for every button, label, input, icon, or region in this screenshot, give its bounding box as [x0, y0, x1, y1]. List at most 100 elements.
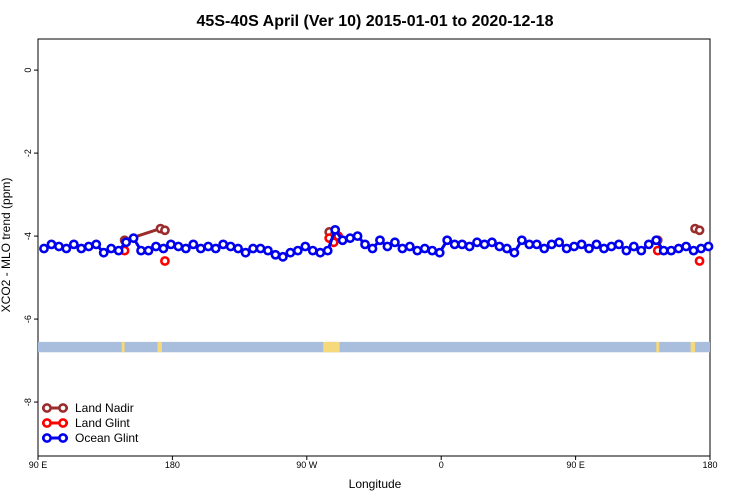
data-point	[292, 245, 303, 256]
data-point	[419, 243, 430, 254]
data-point	[39, 243, 49, 254]
data-point	[337, 235, 348, 246]
data-point	[180, 243, 191, 254]
data-point	[352, 231, 363, 241]
data-point	[225, 241, 236, 252]
data-point	[614, 239, 624, 250]
data-point	[160, 225, 170, 236]
x-axis-ticks: 90 E 180 90 W 0 90 E 180	[29, 456, 718, 470]
land-ocean-band	[38, 341, 710, 353]
data-point	[569, 241, 580, 252]
data-point	[434, 247, 445, 258]
x-tick-label: 180	[165, 460, 180, 470]
data-point	[546, 239, 557, 250]
data-point	[606, 241, 617, 252]
legend-item-ocean-glint: Ocean Glint	[42, 431, 139, 445]
y-tick-label: -2	[23, 149, 33, 157]
data-point	[509, 247, 520, 258]
data-point	[195, 243, 206, 254]
x-axis-label: Longitude	[349, 477, 402, 491]
x-tick-label: 90 E	[29, 460, 48, 470]
legend-label: Land Glint	[75, 416, 130, 430]
data-point	[203, 241, 214, 252]
data-point	[382, 241, 393, 252]
data-point	[576, 239, 587, 250]
data-point	[643, 239, 654, 250]
data-point	[91, 239, 102, 250]
legend-marker	[42, 418, 52, 428]
data-point	[584, 243, 594, 254]
y-tick-label: -4	[23, 232, 33, 240]
land-segment	[656, 341, 660, 353]
x-tick-label: 90 W	[296, 460, 318, 470]
data-point	[539, 243, 550, 254]
data-point	[307, 245, 318, 256]
data-point	[681, 241, 692, 252]
chart-title: 45S-40S April (Ver 10) 2015-01-01 to 202…	[197, 13, 554, 30]
data-point	[628, 241, 639, 252]
data-point	[390, 237, 400, 248]
data-point	[173, 241, 184, 252]
land-segment	[121, 341, 125, 353]
x-tick-label: 180	[702, 460, 717, 470]
data-point	[591, 239, 602, 250]
data-point	[300, 241, 311, 252]
y-axis-label: XCO2 - MLO trend (ppm)	[0, 178, 13, 313]
data-point	[367, 243, 378, 254]
legend-marker	[58, 403, 68, 413]
data-point	[240, 247, 251, 258]
data-point	[61, 243, 72, 254]
data-point	[270, 249, 281, 260]
legend-label: Ocean Glint	[75, 431, 139, 445]
series-layer	[39, 223, 714, 266]
data-point	[188, 239, 199, 250]
data-point	[160, 256, 170, 266]
series-ocean-glint	[39, 224, 714, 262]
data-point	[494, 241, 505, 252]
x-tick-label: 0	[439, 460, 444, 470]
data-point	[76, 243, 87, 254]
data-point	[658, 245, 669, 256]
data-point	[696, 243, 706, 254]
data-point	[345, 233, 356, 244]
data-point	[531, 239, 542, 250]
data-point	[651, 235, 662, 246]
data-point	[315, 247, 326, 258]
data-point	[158, 243, 169, 254]
data-point	[54, 241, 64, 252]
data-point	[694, 225, 705, 236]
legend-item-land-glint: Land Glint	[42, 416, 130, 430]
data-point	[218, 239, 229, 250]
data-point	[487, 237, 497, 248]
ocean-band	[38, 341, 710, 353]
legend-marker	[42, 403, 52, 413]
data-point	[46, 239, 57, 250]
data-point	[151, 241, 161, 252]
data-point	[98, 247, 109, 258]
data-point	[464, 241, 475, 252]
data-point	[166, 239, 176, 250]
data-point	[263, 245, 273, 256]
data-point	[472, 237, 482, 248]
data-point	[143, 245, 154, 256]
legend-marker	[58, 418, 68, 428]
legend-label: Land Nadir	[75, 401, 134, 415]
land-segment	[157, 341, 162, 353]
legend-marker	[42, 433, 52, 443]
y-axis-ticks: 0 -2 -4 -6 -8	[23, 68, 38, 406]
data-point	[524, 239, 535, 250]
data-point	[561, 243, 572, 254]
data-point	[457, 239, 468, 250]
data-point	[136, 245, 146, 256]
y-tick-label: -8	[23, 398, 33, 406]
y-tick-label: 0	[23, 68, 33, 73]
data-point	[427, 245, 438, 256]
data-point	[404, 241, 415, 252]
data-point	[599, 243, 609, 254]
data-point	[688, 245, 699, 256]
data-point	[554, 237, 565, 248]
data-point	[322, 245, 333, 256]
x-tick-label: 90 E	[566, 460, 585, 470]
legend-marker	[58, 433, 68, 443]
